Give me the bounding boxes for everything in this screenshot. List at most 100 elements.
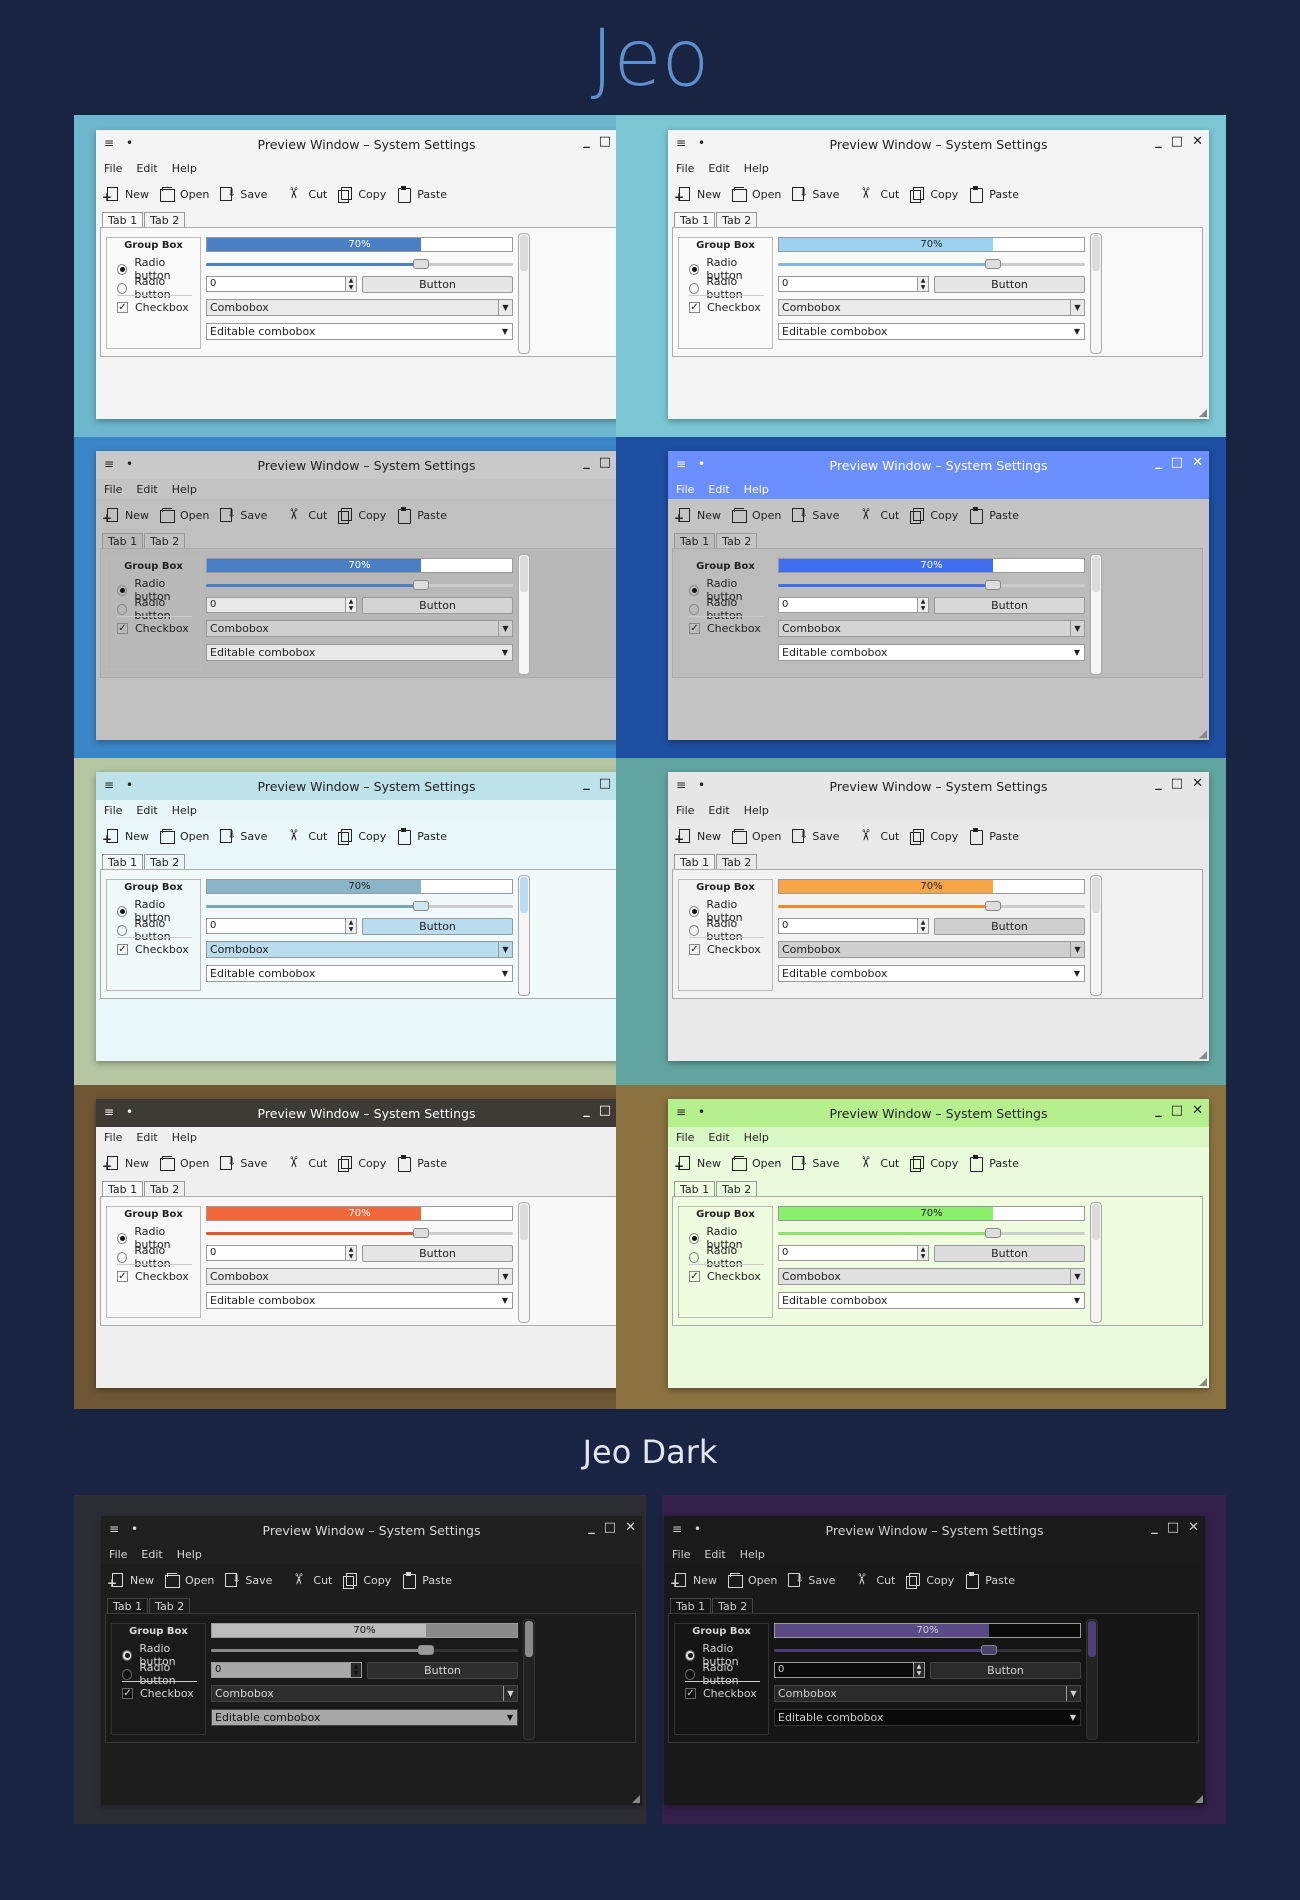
maximize-icon[interactable]: □ [598,455,612,470]
toolbar-open-button[interactable]: Open [731,507,781,523]
toolbar-copy-button[interactable]: Copy [909,1155,958,1172]
slider[interactable] [774,1644,1081,1656]
checkbox[interactable]: ✓ Checkbox [117,622,189,635]
radio-button-2[interactable]: Radio button [689,917,772,943]
vertical-scrollbar[interactable] [523,1619,535,1740]
toolbar-copy-button[interactable]: Copy [905,1572,954,1589]
toolbar-cut-button[interactable]: Cut [292,1572,332,1588]
tab-1[interactable]: Tab 1 [107,1598,149,1614]
radio-button-1[interactable]: Radio button [689,577,772,603]
chevron-down-icon[interactable]: ▼ [498,621,512,636]
menu-help[interactable]: Help [171,161,197,175]
spin-arrows[interactable]: ▲ ▼ [917,598,928,612]
spin-box[interactable]: 0 ▲ ▼ [774,1662,925,1678]
editable-combobox[interactable]: Editable combobox ▼ [211,1709,518,1726]
minimize-icon[interactable]: _ [1155,134,1162,149]
radio-indicator-checked[interactable] [685,1649,696,1661]
spin-arrows[interactable]: ▲ ▼ [345,919,356,933]
combobox[interactable]: Combobox ▼ [206,299,513,316]
spin-box[interactable]: 0 ▲ ▼ [778,276,929,292]
resize-grip-icon[interactable] [1195,1795,1203,1803]
toolbar-copy-button[interactable]: Copy [342,1572,391,1589]
toolbar-open-button[interactable]: Open [164,1572,214,1588]
radio-indicator[interactable] [689,603,700,615]
combobox[interactable]: Combobox ▼ [206,620,513,637]
pin-icon[interactable]: • [126,1105,134,1119]
tab-1[interactable]: Tab 1 [102,1181,144,1197]
menu-edit[interactable]: Edit [708,161,730,175]
toolbar-save-button[interactable]: Save [219,186,267,202]
push-button[interactable]: Button [362,918,513,935]
spin-down-icon[interactable]: ▼ [348,284,354,291]
spin-up-icon[interactable]: ▲ [353,1663,359,1670]
spin-down-icon[interactable]: ▼ [920,284,926,291]
vertical-scrollbar[interactable] [518,875,530,996]
spin-up-icon[interactable]: ▲ [920,598,926,605]
menu-file[interactable]: File [109,1547,128,1561]
slider-handle[interactable] [984,580,1001,590]
radio-indicator-checked[interactable] [117,1232,128,1244]
spin-up-icon[interactable]: ▲ [348,277,354,284]
tab-2[interactable]: Tab 2 [716,1181,758,1197]
push-button[interactable]: Button [934,597,1085,614]
chevron-down-icon[interactable]: ▼ [1070,942,1084,957]
tab-2[interactable]: Tab 2 [144,212,186,228]
tab-2[interactable]: Tab 2 [712,1598,754,1614]
checkbox[interactable]: ✓ Checkbox [117,943,189,956]
combobox[interactable]: Combobox ▼ [778,1268,1085,1285]
radio-indicator[interactable] [117,924,128,936]
tab-2[interactable]: Tab 2 [144,1181,186,1197]
toolbar-new-button[interactable]: New [102,507,149,525]
toolbar-save-button[interactable]: Save [791,507,839,523]
tab-1[interactable]: Tab 1 [102,854,144,870]
menu-edit[interactable]: Edit [704,1547,726,1561]
pin-icon[interactable]: • [126,457,134,471]
radio-indicator[interactable] [122,1668,133,1680]
radio-indicator-checked[interactable] [117,905,128,917]
editable-combobox[interactable]: Editable combobox ▼ [778,965,1085,982]
tab-2[interactable]: Tab 2 [716,533,758,549]
radio-indicator-checked[interactable] [117,263,128,275]
spin-down-icon[interactable]: ▼ [348,926,354,933]
minimize-icon[interactable]: _ [588,1520,595,1535]
toolbar-new-button[interactable]: New [102,828,149,846]
toolbar-paste-button[interactable]: Paste [396,1155,447,1172]
toolbar-new-button[interactable]: New [674,828,721,846]
chevron-down-icon[interactable]: ▼ [501,1296,509,1305]
menu-edit[interactable]: Edit [708,1130,730,1144]
toolbar-cut-button[interactable]: Cut [287,1155,327,1171]
checkbox[interactable]: ✓ Checkbox [689,622,761,635]
radio-indicator[interactable] [117,1251,128,1263]
radio-indicator-checked[interactable] [689,1232,700,1244]
push-button[interactable]: Button [934,918,1085,935]
spin-up-icon[interactable]: ▲ [348,598,354,605]
vertical-scrollbar[interactable] [1086,1619,1098,1740]
toolbar-paste-button[interactable]: Paste [396,828,447,845]
radio-button-1[interactable]: Radio button [689,256,772,282]
toolbar-save-button[interactable]: Save [791,186,839,202]
tab-1[interactable]: Tab 1 [670,1598,712,1614]
push-button[interactable]: Button [362,276,513,293]
menu-file[interactable]: File [104,161,123,175]
pin-icon[interactable]: • [698,457,706,471]
slider-handle[interactable] [980,1645,997,1655]
toolbar-save-button[interactable]: Save [224,1572,272,1588]
spin-arrows[interactable]: ▲ ▼ [345,598,356,612]
pin-icon[interactable]: • [698,136,706,150]
toolbar-cut-button[interactable]: Cut [855,1572,895,1588]
vertical-scrollbar[interactable] [1090,875,1102,996]
chevron-down-icon[interactable]: ▼ [503,1686,517,1701]
toolbar-copy-button[interactable]: Copy [337,507,386,524]
vertical-scrollbar[interactable] [1090,554,1102,675]
slider-handle[interactable] [412,901,429,911]
menu-icon[interactable]: ≡ [109,1522,120,1536]
toolbar-open-button[interactable]: Open [159,186,209,202]
toolbar-new-button[interactable]: New [102,186,149,204]
slider-handle[interactable] [412,259,429,269]
radio-button-2[interactable]: Radio button [117,917,200,943]
toolbar-paste-button[interactable]: Paste [968,1155,1019,1172]
minimize-icon[interactable]: _ [583,455,590,470]
toolbar-paste-button[interactable]: Paste [968,507,1019,524]
tab-2[interactable]: Tab 2 [144,854,186,870]
slider[interactable] [778,258,1085,270]
